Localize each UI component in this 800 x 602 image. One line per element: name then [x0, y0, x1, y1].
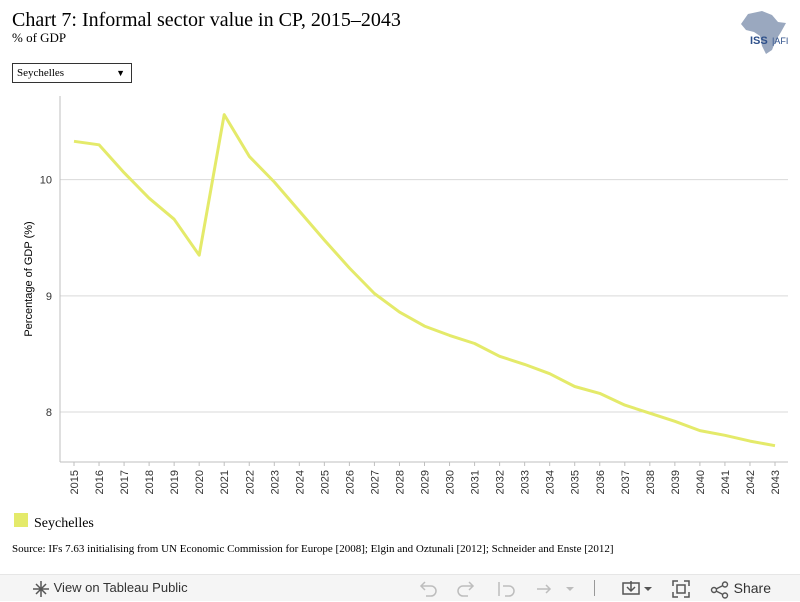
x-tick-label: 2015: [69, 470, 81, 494]
chart-title: Chart 7: Informal sector value in CP, 20…: [12, 9, 401, 31]
x-tick-label: 2024: [294, 470, 306, 494]
source-note: Source: IFs 7.63 initialising from UN Ec…: [12, 543, 614, 555]
download-icon: [622, 580, 652, 595]
series-line-seychelles: [73, 113, 776, 448]
x-tick-label: 2028: [394, 470, 406, 494]
x-tick-label: 2029: [420, 470, 432, 494]
x-tick-label: 2032: [495, 470, 507, 494]
x-tick-label: 2020: [194, 470, 206, 494]
x-tick-label: 2031: [470, 470, 482, 494]
svg-text:|AFI: |AFI: [772, 36, 788, 46]
country-select-value: Seychelles: [17, 67, 65, 79]
y-axis-label: Percentage of GDP (%): [23, 221, 35, 336]
refresh-button[interactable]: [534, 575, 554, 601]
redo-icon: [457, 581, 475, 597]
chart-subtitle: % of GDP: [12, 30, 67, 45]
x-tick-label: 2019: [169, 470, 181, 494]
x-tick-label: 2038: [645, 470, 657, 494]
country-select[interactable]: Seychelles ▼: [12, 63, 132, 83]
svg-text:ISS: ISS: [750, 35, 768, 47]
x-tick-label: 2033: [520, 470, 532, 494]
iss-afi-logo: ISS |AFI: [741, 11, 788, 54]
undo-icon: [419, 581, 437, 597]
line-chart: 8 9 10 Percentage of GDP (%) 2015 2016 2017 201…: [23, 96, 788, 494]
revert-icon: [498, 581, 515, 597]
y-tick-label: 9: [46, 291, 52, 303]
x-tick-label: 2035: [570, 470, 582, 494]
x-tick-label: 2016: [94, 470, 106, 494]
revert-button[interactable]: [496, 575, 516, 601]
x-tick-label: 2040: [695, 470, 707, 494]
x-tick-label: 2025: [319, 470, 331, 494]
caret-down-icon: [566, 586, 574, 591]
x-tick-label: 2027: [369, 470, 381, 494]
tableau-toolbar: View on Tableau Public: [0, 574, 800, 601]
x-tick-label: 2042: [745, 470, 757, 494]
legend-label-seychelles: Seychelles: [34, 516, 94, 531]
x-tick-label: 2043: [770, 470, 782, 494]
share-label: Share: [733, 580, 771, 596]
fullscreen-icon: [672, 579, 690, 598]
chevron-down-icon: ▼: [116, 68, 125, 78]
toolbar-divider: [594, 580, 595, 596]
refresh-icon: [537, 584, 552, 594]
y-tick-label: 8: [46, 407, 52, 419]
tableau-icon: [33, 580, 49, 597]
x-tick-label: 2017: [119, 470, 131, 494]
x-tick-label: 2023: [269, 470, 281, 494]
share-button[interactable]: Share: [710, 575, 771, 601]
pause-dropdown-button[interactable]: [565, 575, 575, 601]
fullscreen-button[interactable]: [672, 575, 690, 601]
x-tick-label: 2037: [620, 470, 632, 494]
x-tick-label: 2018: [144, 470, 156, 494]
x-tick-label: 2026: [344, 470, 356, 494]
view-on-tableau-button[interactable]: View on Tableau Public: [32, 575, 188, 601]
x-tick-label: 2034: [545, 470, 557, 494]
x-tick-label: 2021: [219, 470, 231, 494]
x-tick-label: 2039: [670, 470, 682, 494]
redo-button[interactable]: [456, 575, 476, 601]
x-tick-label: 2041: [720, 470, 732, 494]
download-button[interactable]: [622, 575, 654, 601]
view-on-tableau-label: View on Tableau Public: [53, 580, 188, 595]
legend-swatch-seychelles: [14, 513, 28, 527]
x-tick-label: 2030: [445, 470, 457, 494]
x-tick-label: 2036: [595, 470, 607, 494]
undo-button[interactable]: [418, 575, 438, 601]
y-tick-label: 10: [40, 175, 52, 187]
share-icon: [710, 580, 729, 599]
x-tick-label: 2022: [244, 470, 256, 494]
